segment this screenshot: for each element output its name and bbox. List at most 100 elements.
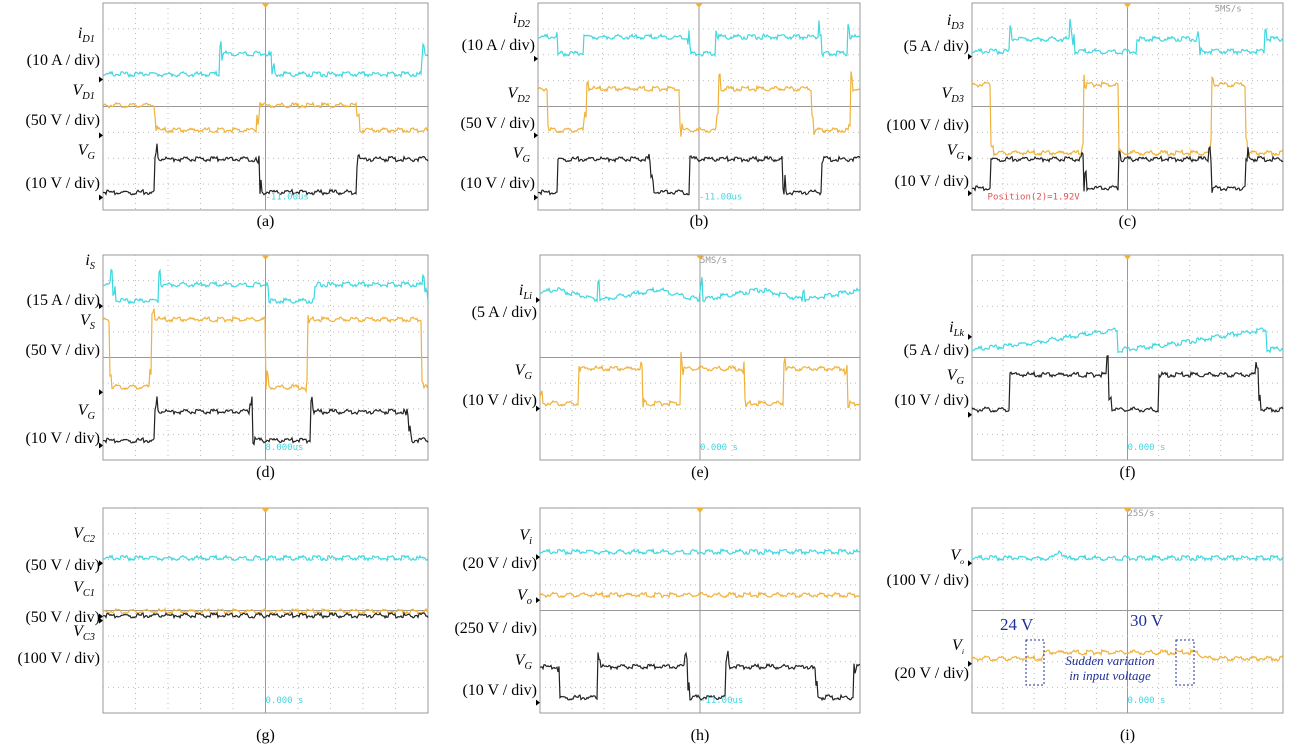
scope-panel: iLk(5 A / div)VG(10 V / div)0.000 s(f) — [894, 255, 1283, 481]
channel-symbol: VC2 — [73, 525, 95, 545]
channel-subscript: C3 — [83, 632, 95, 643]
channel-symbol: VG — [78, 402, 96, 422]
scope-readout: 5MS/s — [1215, 4, 1242, 14]
channel-symbol: VG — [947, 367, 965, 387]
scope-panel: Vi(20 V / div)Vo(250 V / div)VG(10 V / d… — [454, 508, 860, 744]
channel-scale: (50 V / div) — [25, 609, 100, 626]
ground-marker — [534, 194, 538, 200]
voltage-callout: 24 V — [1000, 615, 1034, 634]
channel-scale: (250 V / div) — [454, 620, 537, 637]
ground-marker — [99, 194, 103, 200]
channel-symbol: iS — [85, 252, 95, 272]
channel-scale: (20 V / div) — [462, 555, 537, 572]
note-text: in input voltage — [1069, 668, 1151, 683]
channel-subscript: C2 — [83, 534, 95, 545]
channel-subscript: o — [960, 557, 964, 566]
panel-caption: (c) — [1119, 213, 1137, 230]
channel-subscript: C1 — [83, 588, 95, 599]
channel-subscript: G — [524, 661, 532, 672]
panel-caption: (i) — [1120, 727, 1135, 744]
channel-scale: (10 A / div) — [27, 52, 100, 69]
channel-symbol: VC3 — [73, 623, 95, 643]
channel-scale: (10 V / div) — [894, 392, 969, 409]
channel-symbol: VG — [513, 145, 531, 165]
scope-panel: iD3(5 A / div)VD3(100 V / div)VG(10 V / … — [886, 3, 1283, 230]
ground-marker — [536, 597, 540, 603]
channel-subscript: G — [956, 151, 964, 162]
ground-marker — [968, 334, 972, 340]
channel-subscript: D2 — [516, 94, 530, 105]
channel-symbol: VD2 — [508, 85, 530, 105]
channel-symbol: Vi — [952, 637, 964, 656]
scope-readout: 0.000 s — [1128, 443, 1166, 453]
channel-symbol: VC1 — [73, 579, 95, 599]
scope-readout: -11.00us — [266, 193, 309, 203]
voltage-callout: 30 V — [1130, 611, 1164, 630]
channel-subscript: Li — [522, 291, 532, 302]
ground-marker — [99, 76, 103, 82]
channel-scale: (20 V / div) — [894, 665, 969, 682]
ground-marker — [536, 700, 540, 706]
panel-caption: (h) — [691, 727, 710, 744]
channel-scale: (50 V / div) — [25, 112, 100, 129]
scope-readout: 0.000 s — [700, 443, 738, 453]
panel-caption: (d) — [256, 464, 275, 481]
channel-subscript: Lk — [953, 328, 965, 339]
scope-panel: iS (15 A / div) VS (50 V / div) VG (10 V / di… — [25, 252, 428, 481]
ground-marker — [536, 297, 540, 303]
channel-symbol: Vo — [950, 547, 964, 566]
channel-symbol: Vi — [519, 527, 532, 547]
ground-marker — [534, 56, 538, 62]
scope-readout: Position(2)=1.92V — [988, 193, 1081, 203]
channel-scale: (10 V / div) — [894, 173, 969, 190]
channel-subscript: i — [962, 647, 964, 656]
panel-caption: (b) — [690, 213, 709, 230]
channel-subscript: G — [956, 376, 964, 387]
scope-panel: Vo(100 V / div)Vi(20 V / div)25S/s0.000 … — [886, 508, 1283, 744]
channel-scale: (50 V / div) — [460, 115, 535, 132]
scope-panel: VC2(50 V / div)VC1(50 V / div)VC3(100 V … — [17, 508, 428, 744]
panel-caption: (a) — [257, 213, 275, 230]
channel-subscript: i — [529, 536, 532, 547]
channel-subscript: G — [522, 154, 530, 165]
channel-symbol: VG — [515, 652, 533, 672]
channel-scale: (10 V / div) — [25, 430, 100, 447]
channel-scale: (5 A / div) — [472, 304, 537, 321]
channel-symbol: iLi — [519, 282, 532, 302]
channel-symbol: VG — [515, 362, 533, 382]
channel-scale: (10 V / div) — [462, 392, 537, 409]
figure: iD1(10 A / div)VD1(50 V / div)VG(10 V / … — [0, 0, 1291, 753]
scope-readout: -11.00us — [699, 193, 742, 203]
panel-caption: (g) — [256, 727, 275, 744]
scope-readout: -11.00us — [700, 696, 743, 706]
ground-marker — [968, 190, 972, 196]
channel-subscript: D2 — [516, 19, 530, 30]
ground-marker — [99, 132, 103, 138]
channel-subscript: D1 — [81, 91, 95, 102]
scope-readout: 25S/s — [1128, 509, 1155, 519]
scope-panel: iD2(10 A / div)VD2(50 V / div)VG(10 V / … — [460, 3, 860, 230]
channel-subscript: G — [87, 411, 95, 422]
scope-readout: 5MS/s — [700, 256, 727, 266]
ground-marker — [99, 389, 103, 395]
scope-readout: 0.000 s — [266, 696, 304, 706]
channel-symbol: VS — [80, 312, 96, 332]
channel-subscript: D3 — [950, 21, 964, 32]
channel-symbol: iLk — [949, 319, 964, 339]
channel-subscript: o — [527, 596, 532, 607]
scope-panel: iLi (5 A / div) VG (10 V / div) 5MS/s 0.000 s… — [462, 255, 860, 481]
scope-panel: iD1(10 A / div)VD1(50 V / div)VG(10 V / … — [25, 3, 428, 230]
channel-symbol: VG — [947, 142, 965, 162]
ground-marker — [968, 560, 972, 566]
channel-symbol: iD2 — [513, 10, 530, 30]
channel-subscript: S — [90, 321, 96, 332]
channel-symbol: VD3 — [942, 85, 964, 105]
channel-symbol: iD3 — [947, 12, 964, 32]
channel-scale: (15 A / div) — [27, 292, 100, 309]
channel-scale: (10 V / div) — [460, 175, 535, 192]
channel-symbol: VG — [78, 142, 96, 162]
panel-caption: (e) — [691, 464, 709, 481]
channel-scale: (50 V / div) — [25, 342, 100, 359]
channel-symbol: Vo — [517, 587, 532, 607]
channel-subscript: G — [524, 371, 532, 382]
